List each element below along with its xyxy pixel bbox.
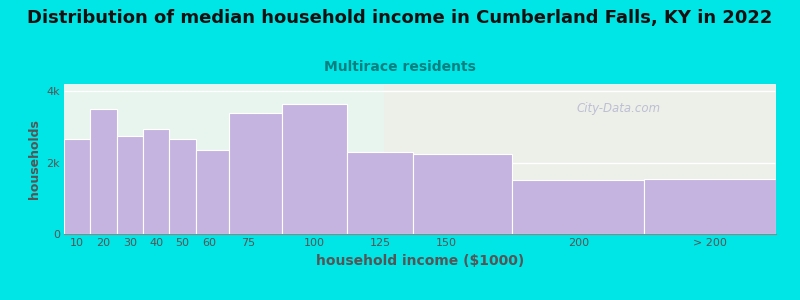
Text: Distribution of median household income in Cumberland Falls, KY in 2022: Distribution of median household income … [27, 9, 773, 27]
Bar [644, 178, 776, 234]
Bar [347, 152, 414, 234]
Bar [143, 129, 170, 234]
Text: Multirace residents: Multirace residents [324, 60, 476, 74]
Bar [229, 112, 282, 234]
X-axis label: household income ($1000): household income ($1000) [316, 254, 524, 268]
Bar [282, 103, 347, 234]
Bar [385, 84, 776, 234]
Bar [196, 150, 229, 234]
Bar [90, 109, 117, 234]
Text: City-Data.com: City-Data.com [577, 102, 661, 115]
Y-axis label: households: households [28, 119, 41, 199]
Bar [117, 136, 143, 234]
Bar [64, 140, 90, 234]
Bar [170, 140, 196, 234]
Bar [414, 154, 512, 234]
Bar [512, 180, 644, 234]
